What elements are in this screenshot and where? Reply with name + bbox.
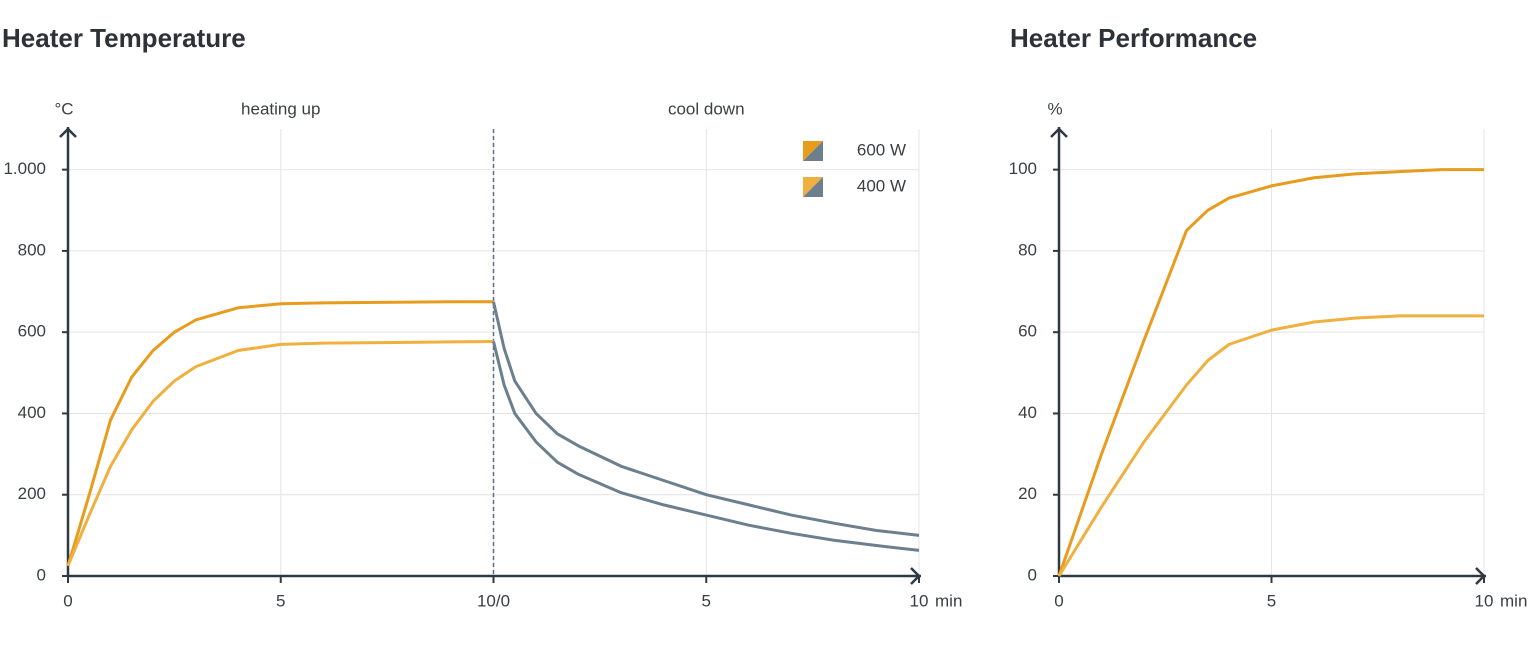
x-tick-label: 5 — [1267, 591, 1276, 610]
x-axis-arrow — [1475, 567, 1486, 585]
x-tick-label: 5 — [276, 591, 285, 610]
x-tick-label: 5 — [702, 591, 711, 610]
y-tick-label: 800 — [18, 240, 46, 259]
y-tick-label: 100 — [1009, 159, 1037, 178]
series-line — [66, 300, 494, 567]
x-unit: min — [1500, 591, 1527, 610]
y-axis-arrow — [1050, 127, 1068, 138]
y-tick-label: 80 — [1018, 240, 1037, 259]
y-tick-label: 60 — [1018, 322, 1037, 341]
legend-label: 400 W — [857, 176, 906, 195]
legend-swatch — [803, 141, 823, 161]
y-tick-label: 20 — [1018, 484, 1037, 503]
x-unit: min — [935, 591, 962, 610]
series-line — [492, 301, 920, 537]
y-tick-label: 40 — [1018, 403, 1037, 422]
y-tick-label: 0 — [1028, 565, 1037, 584]
x-tick-label: 10 — [910, 591, 929, 610]
y-unit: °C — [54, 99, 73, 118]
series-line — [1057, 168, 1484, 577]
y-tick-label: 400 — [18, 403, 46, 422]
legend-label: 600 W — [857, 140, 906, 159]
series-line — [66, 340, 494, 567]
chart-title: Heater Temperature — [2, 23, 246, 53]
y-tick-label: 1.000 — [3, 159, 46, 178]
series-line — [1057, 314, 1484, 577]
x-tick-label: 0 — [63, 591, 72, 610]
x-tick-label: 10/0 — [477, 591, 510, 610]
y-tick-label: 600 — [18, 322, 46, 341]
x-tick-label: 10 — [1475, 591, 1494, 610]
legend-swatch — [803, 177, 823, 197]
phase-label: cool down — [668, 99, 745, 118]
y-unit: % — [1047, 99, 1062, 118]
y-axis-arrow — [59, 127, 77, 138]
x-tick-label: 0 — [1054, 591, 1063, 610]
x-axis-arrow — [910, 567, 921, 585]
phase-label: heating up — [241, 99, 320, 118]
y-tick-label: 0 — [37, 565, 46, 584]
y-tick-label: 200 — [18, 484, 46, 503]
chart-title: Heater Performance — [1010, 23, 1257, 53]
series-line — [492, 341, 920, 552]
